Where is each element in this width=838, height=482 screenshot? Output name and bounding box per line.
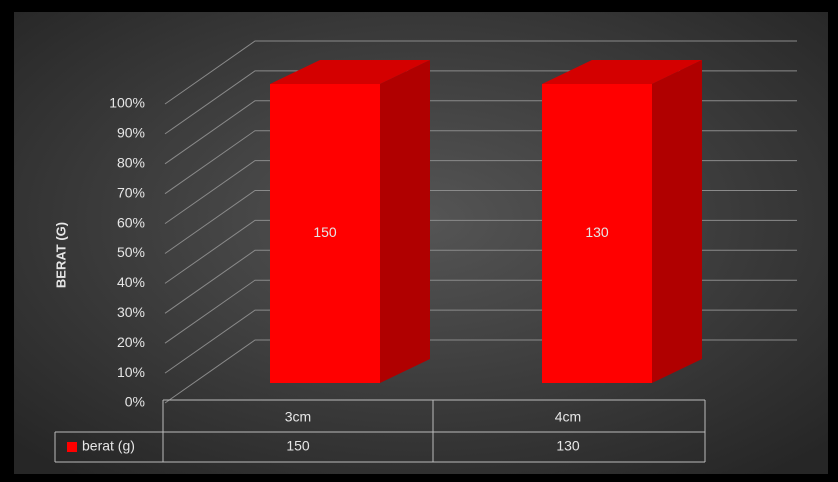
bar-top <box>270 60 430 84</box>
bar <box>542 84 652 383</box>
y-tick-label: 70% <box>117 184 145 200</box>
y-tick-label: 0% <box>125 394 145 410</box>
y-axis-title: BERAT (G) <box>53 222 68 288</box>
x-tick-label: 4cm <box>555 409 581 425</box>
y-tick-label: 50% <box>117 244 145 260</box>
bar-side <box>652 60 702 383</box>
data-label: 150 <box>313 224 337 240</box>
legend-label: berat (g) <box>82 438 135 454</box>
y-tick-label: 40% <box>117 274 145 290</box>
grid-line <box>164 40 797 105</box>
legend-key <box>67 442 77 452</box>
data-label: 130 <box>585 224 609 240</box>
bar-side <box>380 60 430 383</box>
y-tick-label: 80% <box>117 155 145 171</box>
y-tick-label: 30% <box>117 304 145 320</box>
bar <box>270 84 380 383</box>
y-tick-label: 90% <box>117 125 145 141</box>
y-tick-label: 20% <box>117 334 145 350</box>
y-tick-label: 10% <box>117 364 145 380</box>
x-tick-label: 3cm <box>285 409 311 425</box>
table-value: 150 <box>286 438 310 454</box>
y-tick-label: 60% <box>117 214 145 230</box>
bar-top <box>542 60 702 84</box>
y-tick-label: 100% <box>109 95 145 111</box>
table-value: 130 <box>556 438 580 454</box>
